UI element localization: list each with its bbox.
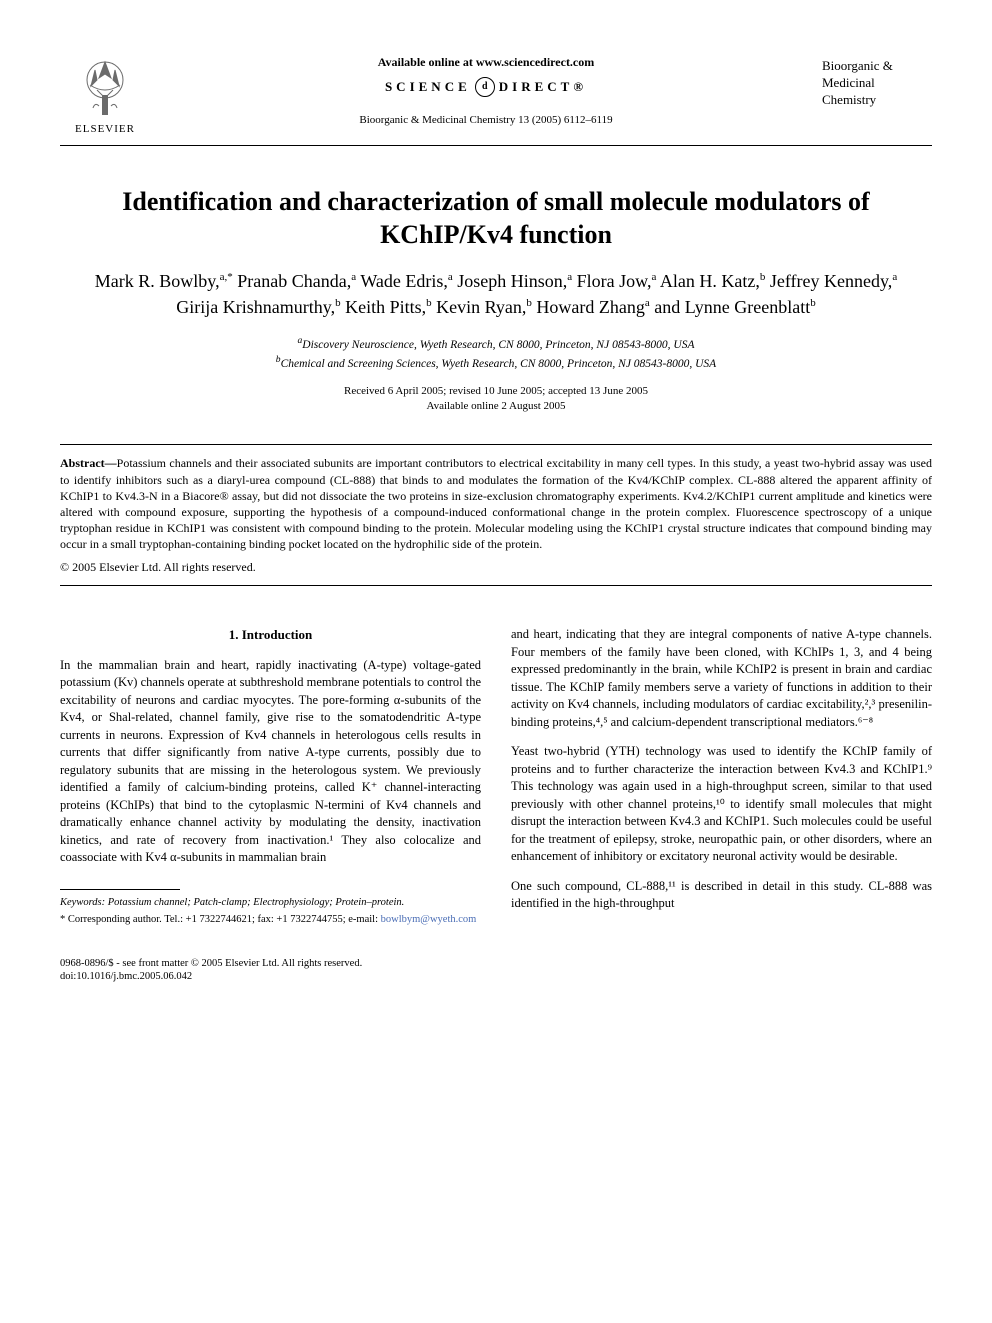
abstract-rule-top [60, 444, 932, 445]
sd-at-icon: d [475, 77, 495, 97]
abstract-label: Abstract— [60, 456, 117, 470]
section-1-heading: 1. Introduction [60, 626, 481, 644]
sciencedirect-logo: SCIENCE d DIRECT® [385, 77, 587, 97]
corresponding-author: * Corresponding author. Tel.: +1 7322744… [60, 913, 481, 927]
abstract-text: Potassium channels and their associated … [60, 456, 932, 551]
sd-text-left: SCIENCE [385, 78, 471, 96]
affiliations: aDiscovery Neuroscience, Wyeth Research,… [60, 334, 932, 372]
keywords-block: Keywords: Potassium channel; Patch-clamp… [60, 896, 481, 910]
page-header: ELSEVIER Available online at www.science… [60, 50, 932, 137]
sd-text-right: DIRECT® [499, 78, 587, 96]
journal-line-2: Medicinal [822, 75, 932, 92]
author-list: Mark R. Bowlby,a,* Pranab Chanda,a Wade … [60, 269, 932, 319]
online-date: Available online 2 August 2005 [60, 399, 932, 414]
header-rule [60, 145, 932, 146]
journal-title-block: Bioorganic & Medicinal Chemistry [822, 50, 932, 109]
footnote-divider [60, 889, 180, 890]
received-date: Received 6 April 2005; revised 10 June 2… [60, 384, 932, 399]
right-column: and heart, indicating that they are inte… [511, 626, 932, 926]
elsevier-tree-icon [75, 50, 135, 120]
publisher-logo-block: ELSEVIER [60, 50, 150, 137]
intro-paragraph-4: One such compound, CL-888,¹¹ is describe… [511, 878, 932, 913]
corresponding-email[interactable]: bowlbym@wyeth.com [381, 914, 477, 925]
intro-paragraph-2: and heart, indicating that they are inte… [511, 626, 932, 731]
journal-line-3: Chemistry [822, 92, 932, 109]
keywords-label: Keywords: [60, 897, 105, 908]
left-column: 1. Introduction In the mammalian brain a… [60, 626, 481, 926]
affiliation-a: aDiscovery Neuroscience, Wyeth Research,… [60, 334, 932, 353]
publisher-label: ELSEVIER [75, 122, 135, 137]
bottom-meta: 0968-0896/$ - see front matter © 2005 El… [60, 957, 932, 984]
affiliation-b: bChemical and Screening Sciences, Wyeth … [60, 353, 932, 372]
article-title: Identification and characterization of s… [60, 186, 932, 251]
header-center: Available online at www.sciencedirect.co… [150, 50, 822, 128]
abstract-rule-bottom [60, 585, 932, 586]
body-columns: 1. Introduction In the mammalian brain a… [60, 626, 932, 926]
journal-line-1: Bioorganic & [822, 58, 932, 75]
keywords-text: Potassium channel; Patch-clamp; Electrop… [108, 897, 405, 908]
citation-line: Bioorganic & Medicinal Chemistry 13 (200… [150, 113, 822, 128]
available-online-text: Available online at www.sciencedirect.co… [150, 54, 822, 71]
article-dates: Received 6 April 2005; revised 10 June 2… [60, 384, 932, 415]
abstract-copyright: © 2005 Elsevier Ltd. All rights reserved… [60, 559, 932, 576]
abstract: Abstract—Potassium channels and their as… [60, 455, 932, 552]
intro-paragraph-1: In the mammalian brain and heart, rapidl… [60, 657, 481, 867]
corresponding-text: Tel.: +1 7322744621; fax: +1 7322744755;… [164, 914, 380, 925]
doi-line: doi:10.1016/j.bmc.2005.06.042 [60, 970, 932, 984]
intro-paragraph-3: Yeast two-hybrid (YTH) technology was us… [511, 743, 932, 866]
corresponding-label: * Corresponding author. [60, 914, 164, 925]
issn-line: 0968-0896/$ - see front matter © 2005 El… [60, 957, 932, 971]
